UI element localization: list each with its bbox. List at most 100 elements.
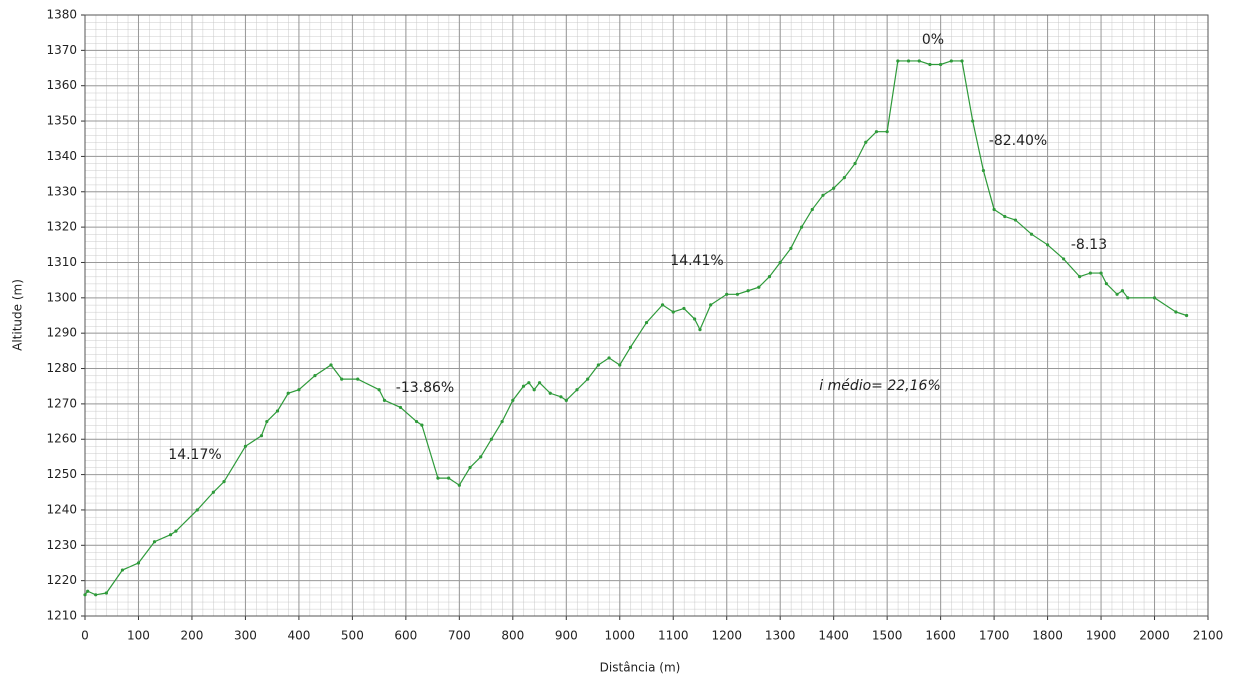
point: [286, 391, 290, 395]
point: [1045, 243, 1050, 247]
x-tick-label: 1000: [604, 629, 635, 643]
point: [709, 303, 713, 307]
point: [489, 437, 494, 441]
point: [222, 480, 226, 484]
point: [564, 398, 568, 402]
point: [259, 434, 264, 438]
point: [420, 423, 424, 427]
y-tick-label: 1260: [46, 432, 77, 446]
point: [329, 363, 333, 367]
point: [436, 476, 440, 480]
point: [628, 345, 633, 349]
point: [120, 568, 125, 572]
point: [532, 388, 536, 392]
point: [1078, 275, 1082, 279]
point: [682, 306, 686, 311]
x-tick-label: 1700: [979, 629, 1010, 643]
point: [1126, 296, 1130, 300]
y-tick-label: 1210: [46, 609, 77, 623]
point: [168, 533, 173, 537]
y-tick-label: 1280: [46, 361, 77, 375]
point: [265, 419, 269, 424]
y-tick-label: 1240: [46, 502, 77, 516]
point: [1088, 271, 1092, 275]
y-axis-label: Altitude (m): [11, 279, 25, 351]
point: [136, 561, 141, 565]
x-tick-label: 600: [394, 629, 417, 643]
point: [928, 62, 932, 67]
point: [104, 591, 108, 595]
point: [874, 130, 879, 134]
point: [864, 140, 868, 144]
point: [981, 168, 986, 173]
point: [94, 593, 98, 597]
point: [414, 419, 419, 424]
point: [275, 409, 280, 413]
point: [789, 246, 793, 250]
x-axis-label: Distância (m): [600, 661, 681, 675]
point: [398, 405, 403, 410]
annotation: 0%: [922, 32, 944, 48]
point: [949, 59, 953, 63]
x-tick-label: 0: [81, 629, 89, 643]
point: [1062, 257, 1066, 261]
point: [778, 260, 782, 265]
point: [340, 377, 344, 381]
x-tick-label: 500: [341, 629, 364, 643]
point: [548, 391, 552, 395]
point: [313, 374, 317, 378]
point: [521, 384, 526, 388]
point: [559, 395, 563, 399]
y-tick-label: 1350: [46, 114, 77, 128]
y-tick-label: 1380: [46, 8, 77, 22]
x-tick-label: 2000: [1139, 629, 1170, 643]
point: [821, 193, 825, 197]
point: [735, 292, 740, 296]
x-tick-label: 1500: [872, 629, 903, 643]
point: [644, 320, 649, 325]
point: [671, 310, 675, 314]
point: [1099, 271, 1103, 275]
point: [832, 186, 836, 190]
point: [757, 285, 761, 289]
point: [960, 59, 964, 63]
point: [1152, 296, 1157, 300]
point: [511, 398, 515, 402]
point: [527, 381, 531, 385]
point: [211, 490, 215, 494]
point: [195, 508, 199, 512]
point: [1003, 214, 1007, 219]
x-tick-label: 900: [555, 629, 578, 643]
point: [767, 275, 772, 279]
point: [468, 465, 472, 470]
y-tick-label: 1330: [46, 184, 77, 198]
annotation: -8.13: [1071, 237, 1107, 253]
annotation: i médio= 22,16%: [819, 378, 941, 394]
x-tick-label: 1200: [711, 629, 742, 643]
point: [152, 540, 157, 544]
point: [382, 398, 387, 402]
point: [725, 292, 729, 296]
point: [992, 207, 996, 212]
x-tick-label: 1600: [925, 629, 956, 643]
point: [1174, 310, 1178, 314]
point: [971, 119, 975, 123]
point: [457, 483, 461, 487]
point: [906, 59, 911, 63]
point: [799, 225, 804, 229]
point: [356, 377, 360, 381]
y-tick-label: 1340: [46, 149, 77, 163]
annotation: 14.17%: [168, 447, 221, 463]
point: [693, 317, 697, 321]
x-tick-label: 1400: [818, 629, 849, 643]
point: [575, 388, 579, 392]
point: [500, 419, 504, 424]
minor-grid: [85, 15, 1208, 616]
y-tick-label: 1230: [46, 538, 77, 552]
x-tick-label: 700: [448, 629, 471, 643]
point: [1013, 218, 1018, 222]
point: [746, 289, 750, 293]
point: [1120, 289, 1125, 293]
x-tick-label: 100: [127, 629, 150, 643]
y-tick-label: 1370: [46, 43, 77, 57]
